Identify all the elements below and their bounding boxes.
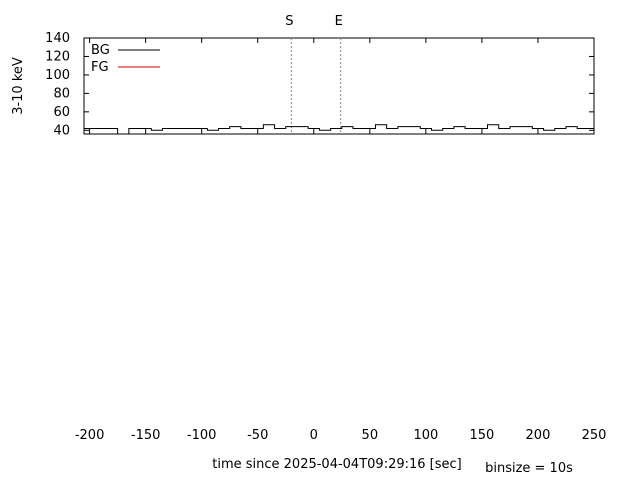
marker-label-e: E <box>335 14 343 29</box>
x-tick-label-1: -150 <box>131 428 161 443</box>
marker-label-s: S <box>285 14 293 29</box>
x-tick-label-3: -50 <box>247 428 268 443</box>
y-tick-label-0-1: 60 <box>53 105 70 120</box>
y-tick-label-0-4: 120 <box>45 49 70 64</box>
x-tick-label-2: -100 <box>187 428 217 443</box>
y-axis-label-0: 3-10 keV <box>11 57 26 115</box>
y-tick-label-0-0: 40 <box>53 123 70 138</box>
x-tick-label-8: 200 <box>526 428 551 443</box>
x-axis-label: time since 2025-04-04T09:29:16 [sec] <box>212 457 461 472</box>
legend-label-fg: FG <box>91 60 109 75</box>
x-tick-label-0: -200 <box>75 428 105 443</box>
x-tick-label-4: 0 <box>310 428 318 443</box>
x-tick-label-7: 150 <box>469 428 494 443</box>
legend-label-bg: BG <box>91 43 110 58</box>
x-tick-label-9: 250 <box>582 428 607 443</box>
x-tick-label-5: 50 <box>362 428 379 443</box>
x-tick-label-6: 100 <box>413 428 438 443</box>
y-tick-label-0-3: 100 <box>45 68 70 83</box>
y-tick-label-0-2: 80 <box>53 86 70 101</box>
y-tick-label-0-5: 140 <box>45 31 70 46</box>
panel-frame-0 <box>83 37 595 135</box>
series-bg-0 <box>84 124 594 135</box>
binsize-label: binsize = 10s <box>485 461 573 476</box>
